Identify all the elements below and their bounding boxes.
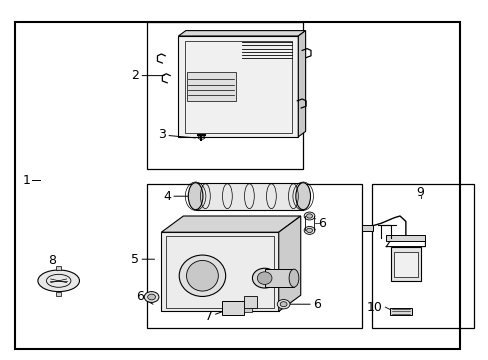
Ellipse shape [306,214,312,218]
Ellipse shape [38,270,79,292]
Bar [146,22,303,169]
Text: 10: 10 [366,301,382,314]
Ellipse shape [280,302,286,307]
Text: 8: 8 [48,255,58,271]
Ellipse shape [306,228,312,233]
Ellipse shape [304,212,314,220]
Ellipse shape [288,269,298,287]
Bar [146,184,361,328]
Bar [243,296,257,308]
Bar [222,301,244,315]
Bar [56,266,61,270]
Ellipse shape [252,268,276,288]
Polygon shape [298,31,305,137]
Text: 4: 4 [163,190,194,203]
Ellipse shape [147,294,155,300]
Text: 6: 6 [317,217,325,230]
Bar [390,247,420,281]
Polygon shape [178,36,298,137]
Bar [244,304,251,312]
Text: 5: 5 [131,253,154,266]
Polygon shape [161,232,278,311]
Bar [56,292,61,296]
Ellipse shape [186,260,218,291]
Ellipse shape [144,292,159,302]
Bar [184,41,292,133]
Ellipse shape [304,226,314,234]
Bar [195,183,303,210]
Bar [264,269,293,287]
Bar [186,72,235,101]
Ellipse shape [188,183,203,210]
Bar [389,308,411,315]
Bar [393,252,417,277]
Polygon shape [161,216,300,232]
Bar [386,235,425,241]
Polygon shape [278,216,300,311]
Ellipse shape [257,272,271,284]
Text: 1: 1 [23,174,31,186]
Bar [371,184,473,328]
Ellipse shape [179,255,225,297]
Ellipse shape [295,183,310,210]
Text: 2: 2 [131,69,164,82]
Polygon shape [178,31,305,36]
Ellipse shape [277,300,289,309]
Text: 3: 3 [158,129,195,141]
Bar [166,236,273,308]
Text: 9: 9 [416,186,424,199]
Text: 6: 6 [289,298,320,311]
Text: 7: 7 [204,310,223,323]
Bar [361,225,372,231]
Text: 6: 6 [136,291,153,304]
